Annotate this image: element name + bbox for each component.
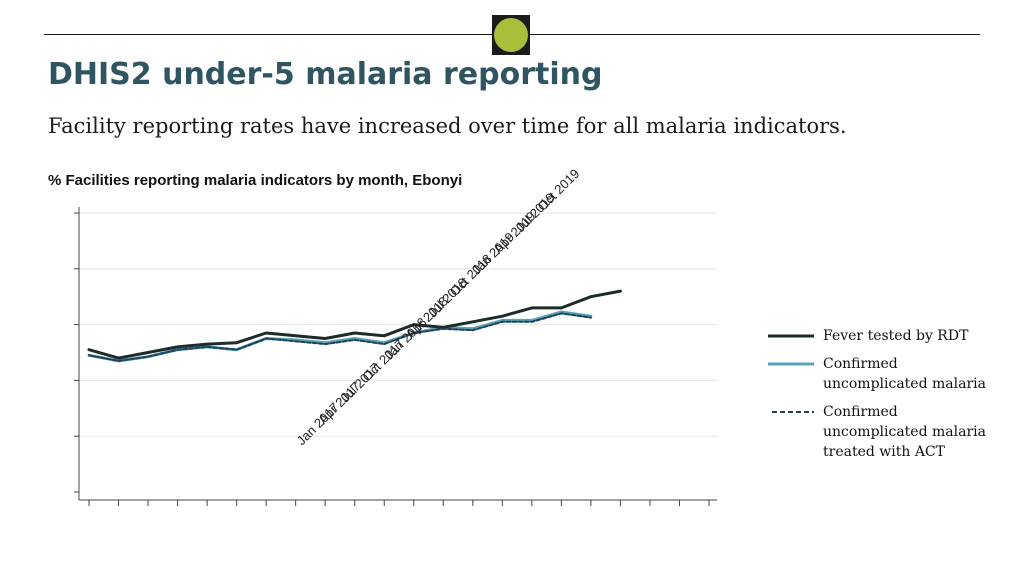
legend-swatch-confirmed-malaria [768,362,814,366]
series-2-point-3 [176,348,179,351]
page-title: DHIS2 under-5 malaria reporting [48,57,603,92]
series-2-point-7 [294,340,297,343]
series-2-point-13 [472,329,474,332]
legend-label-fever-rdt: Fever tested by RDT [823,328,969,344]
series-0-point-3 [176,346,179,348]
legend-label-treated-act: Confirmed uncomplicated malaria treated … [823,404,986,460]
series-1-point-16 [560,311,563,313]
series-0-point-8 [324,337,327,340]
green-circle-logo-icon [494,18,528,52]
series-2-point-6 [265,337,267,340]
chart-legend: Fever tested by RDT Confirmed uncomplica… [768,326,1008,470]
legend-item-confirmed-malaria: Confirmed uncomplicated malaria [768,354,1008,394]
series-0-point-6 [265,332,267,334]
logo [492,15,530,55]
series-0-point-1 [117,357,120,359]
series-line-2 [88,312,592,362]
series-0-point-2 [147,351,149,354]
series-0-point-14 [501,315,504,318]
series-2-point-16 [560,312,563,315]
series-2-point-2 [147,355,149,358]
legend-swatch-fever-rdt [768,334,814,338]
series-0-point-17 [590,295,592,298]
series-0-point-9 [353,332,356,334]
series-2-point-9 [353,339,356,341]
series-2-point-12 [442,328,445,330]
legend-swatch-treated-act [772,411,814,413]
series-0-point-16 [560,307,563,309]
series-0-point-7 [294,335,297,337]
series-2-point-0 [88,354,90,357]
series-0-point-12 [442,326,445,329]
series-2-point-4 [206,346,208,348]
series-1-point-9 [353,337,356,340]
series-2-point-1 [117,360,120,362]
series-2-point-5 [235,348,238,351]
series-2-point-11 [413,332,415,334]
series-0-point-5 [235,341,238,344]
series-0-point-18 [619,290,622,292]
series-2-point-17 [590,316,592,319]
series-2-point-8 [324,343,327,345]
series-0-point-10 [383,335,386,337]
series-0-point-13 [472,321,474,323]
series-2-point-10 [383,343,386,345]
series-2-point-15 [531,321,533,323]
series-2-point-14 [501,321,504,323]
series-0-point-4 [206,343,208,345]
series-0-point-0 [88,348,90,351]
legend-item-fever-rdt: Fever tested by RDT [768,326,1008,346]
chart-title: % Facilities reporting malaria indicator… [48,172,463,189]
legend-item-treated-act: Confirmed uncomplicated malaria treated … [768,402,1008,462]
series-0-point-15 [531,307,533,309]
legend-label-confirmed-malaria: Confirmed uncomplicated malaria [823,356,986,392]
x-tick-label-11: Oct 2019 [534,166,582,214]
series-0-point-11 [413,323,415,326]
page-subtitle: Facility reporting rates have increased … [48,114,847,138]
